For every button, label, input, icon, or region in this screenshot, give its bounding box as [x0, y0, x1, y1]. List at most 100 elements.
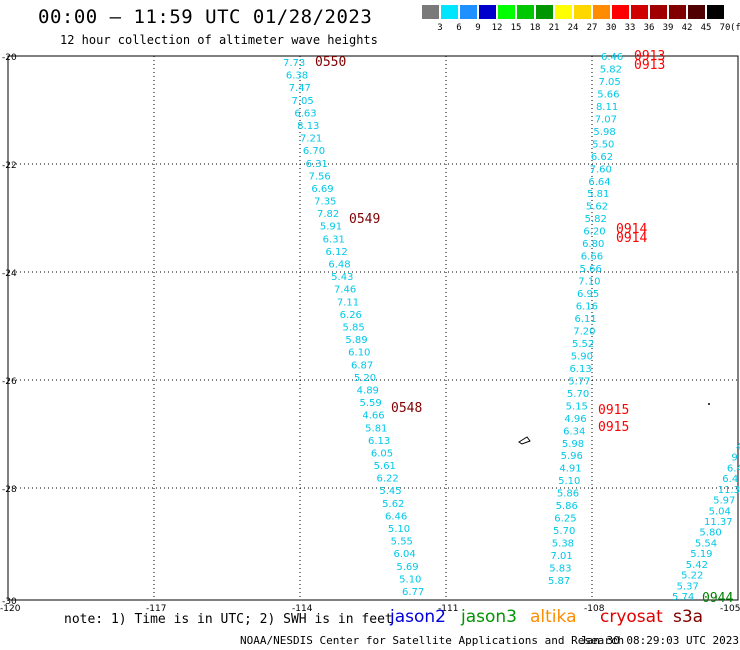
wave-height-value: 5.38: [552, 539, 574, 550]
wave-height-value: 6.20: [583, 227, 605, 238]
lat-label: -28: [2, 485, 17, 495]
colorbar-label: 24: [567, 23, 579, 33]
pass-time-label: 0914: [616, 222, 647, 237]
colorbar-label: 36: [643, 23, 655, 33]
lon-label: -120: [0, 604, 21, 614]
wave-height-value: 5.90: [571, 351, 593, 362]
wave-height-value: 5.81: [587, 189, 609, 200]
wave-height-value: 11.37: [704, 517, 733, 528]
wave-height-value: 5.10: [558, 476, 580, 487]
pass-time-label: 0944: [702, 591, 733, 606]
wave-height-value: 7.60: [590, 164, 612, 175]
colorbar-label: 27: [586, 23, 598, 33]
wave-height-value: 5.86: [557, 489, 579, 500]
colorbar-swatch: [612, 5, 629, 19]
chart-subtitle: 12 hour collection of altimeter wave hei…: [60, 33, 378, 47]
colorbar-swatch: [707, 5, 724, 19]
wave-height-value: 5.85: [343, 323, 365, 334]
colorbar-unit: (ft): [730, 23, 740, 33]
colorbar-label: 9: [475, 23, 481, 33]
lat-label: -22: [2, 161, 17, 171]
credit-text: NOAA/NESDIS Center for Satellite Applica…: [240, 634, 625, 647]
wave-height-value: 6.16: [576, 302, 598, 313]
colorbar-label: 15: [510, 23, 522, 33]
wave-height-value: 6.64: [588, 177, 610, 188]
colorbar-swatch: [631, 5, 648, 19]
wave-height-value: 6.12: [326, 247, 348, 258]
wave-height-value: 5.45: [379, 486, 401, 497]
wave-height-value: 5.15: [566, 401, 588, 412]
map-frame: [7, 55, 739, 601]
wave-height-value: 6.63: [294, 108, 316, 119]
wave-height-value: 6.10: [348, 348, 370, 359]
wave-height-value: 5.81: [365, 423, 387, 434]
legend-cryosat: cryosat: [600, 607, 663, 627]
wave-height-value: 5.55: [391, 537, 413, 548]
wave-height-value: 6.62: [591, 152, 613, 163]
wave-height-value: 5.97: [713, 496, 735, 507]
lat-label: -24: [2, 269, 17, 279]
colorbar-swatch: [555, 5, 572, 19]
wave-height-value: 5.66: [597, 89, 619, 100]
wave-height-value: 8.11: [596, 102, 618, 113]
wave-height-value: 5.98: [593, 127, 615, 138]
colorbar-swatch: [517, 5, 534, 19]
wave-height-value: 5.54: [695, 538, 717, 549]
wave-height-value: 6.34: [563, 426, 585, 437]
lat-label: -30: [2, 597, 17, 607]
wave-height-value: 5.37: [677, 581, 699, 592]
wave-height-value: 5.91: [320, 222, 342, 233]
wave-height-value: 4.66: [362, 411, 384, 422]
wave-height-value: 4: [736, 442, 740, 453]
lat-label: -26: [2, 377, 17, 387]
wave-height-value: 6.11: [575, 314, 597, 325]
wave-height-value: 4.91: [559, 464, 581, 475]
wave-height-value: 7.01: [551, 551, 573, 562]
colorbar-label: 42: [681, 23, 693, 33]
wave-height-value: 5.98: [562, 439, 584, 450]
lon-label: -108: [584, 604, 605, 614]
wave-height-value: 5.10: [399, 574, 421, 585]
generated-timestamp: Jan 30 08:29:03 UTC 2023: [580, 634, 739, 647]
wave-height-value: 7.35: [314, 197, 336, 208]
wave-height-value: 5.70: [567, 389, 589, 400]
wave-height-value: 5.50: [592, 139, 614, 150]
wave-height-value: 5.82: [585, 214, 607, 225]
wave-height-value: 5.52: [572, 339, 594, 350]
wave-height-value: 6.77: [402, 587, 424, 598]
wave-height-value: 7.07: [595, 114, 617, 125]
lat-label: -20: [2, 53, 17, 63]
lon-label: -111: [438, 604, 458, 614]
wave-height-value: 6.66: [581, 252, 603, 263]
wave-height-value: 7.05: [292, 96, 314, 107]
wave-height-value: 5.20: [354, 373, 376, 384]
wave-height-value: 5.82: [600, 64, 622, 75]
wave-height-value: 6.69: [311, 184, 333, 195]
wave-height-value: 7.56: [309, 171, 331, 182]
pass-time-label: 0549: [349, 212, 380, 227]
lon-label: -117: [146, 604, 166, 614]
wave-height-value: 4.89: [357, 385, 379, 396]
colorbar-swatch: [574, 5, 591, 19]
wave-height-value: 11.32: [718, 485, 740, 496]
wave-height-value: 7.46: [334, 285, 356, 296]
wave-height-value: 5.74: [672, 592, 694, 603]
wave-height-value: 7.82: [317, 209, 339, 220]
wave-height-value: 6.46: [385, 511, 407, 522]
wave-height-value: 6.22: [377, 474, 399, 485]
wave-height-value: 5.04: [709, 506, 731, 517]
legend-jason2: jason2: [390, 607, 446, 627]
wave-height-value: 5.96: [561, 451, 583, 462]
pass-time-label: 0915: [598, 403, 629, 418]
legend-jason3: jason3: [461, 607, 517, 627]
wave-height-value: 6.70: [303, 146, 325, 157]
wave-height-value: 5.77: [568, 376, 590, 387]
wave-height-value: 4.96: [564, 414, 586, 425]
wave-height-value: 6.26: [340, 310, 362, 321]
colorbar-swatch: [441, 5, 458, 19]
pass-time-label: 0550: [315, 55, 346, 70]
wave-height-value: 5.69: [396, 562, 418, 573]
colorbar-label: 30: [605, 23, 617, 33]
wave-height-value: 7.10: [578, 277, 600, 288]
